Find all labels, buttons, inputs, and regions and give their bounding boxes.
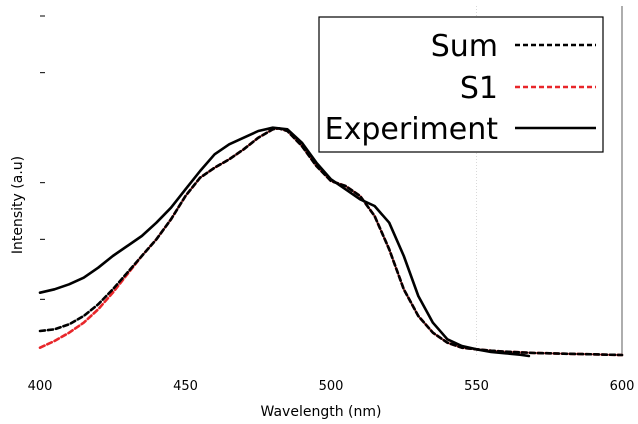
legend-label-experiment: Experiment [325,112,499,147]
y-axis-title: Intensity (a.u) [10,156,26,254]
legend-label-sum: Sum [431,29,498,64]
x-tick-label: 600 [610,379,635,394]
x-tick-label: 450 [173,379,198,394]
axes: 400 450 500 550 600 Wavelength (nm) Intensity … [10,6,635,420]
x-tick-label: 500 [319,379,344,394]
series-line-experiment [38,126,531,358]
series-lines [38,126,624,358]
series-line-s1 [38,127,624,357]
x-tick-label: 400 [28,379,53,394]
x-tick-label: 550 [464,379,489,394]
series-line-sum [38,127,624,357]
x-axis-title: Wavelength (nm) [261,404,382,419]
legend: Sum S1 Experiment [318,16,604,153]
legend-label-s1: S1 [460,71,498,106]
legend-box [318,16,604,153]
